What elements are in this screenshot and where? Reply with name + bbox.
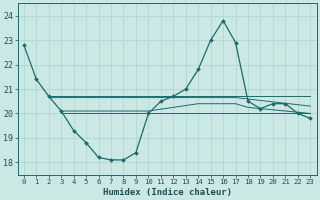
X-axis label: Humidex (Indice chaleur): Humidex (Indice chaleur) <box>103 188 232 197</box>
